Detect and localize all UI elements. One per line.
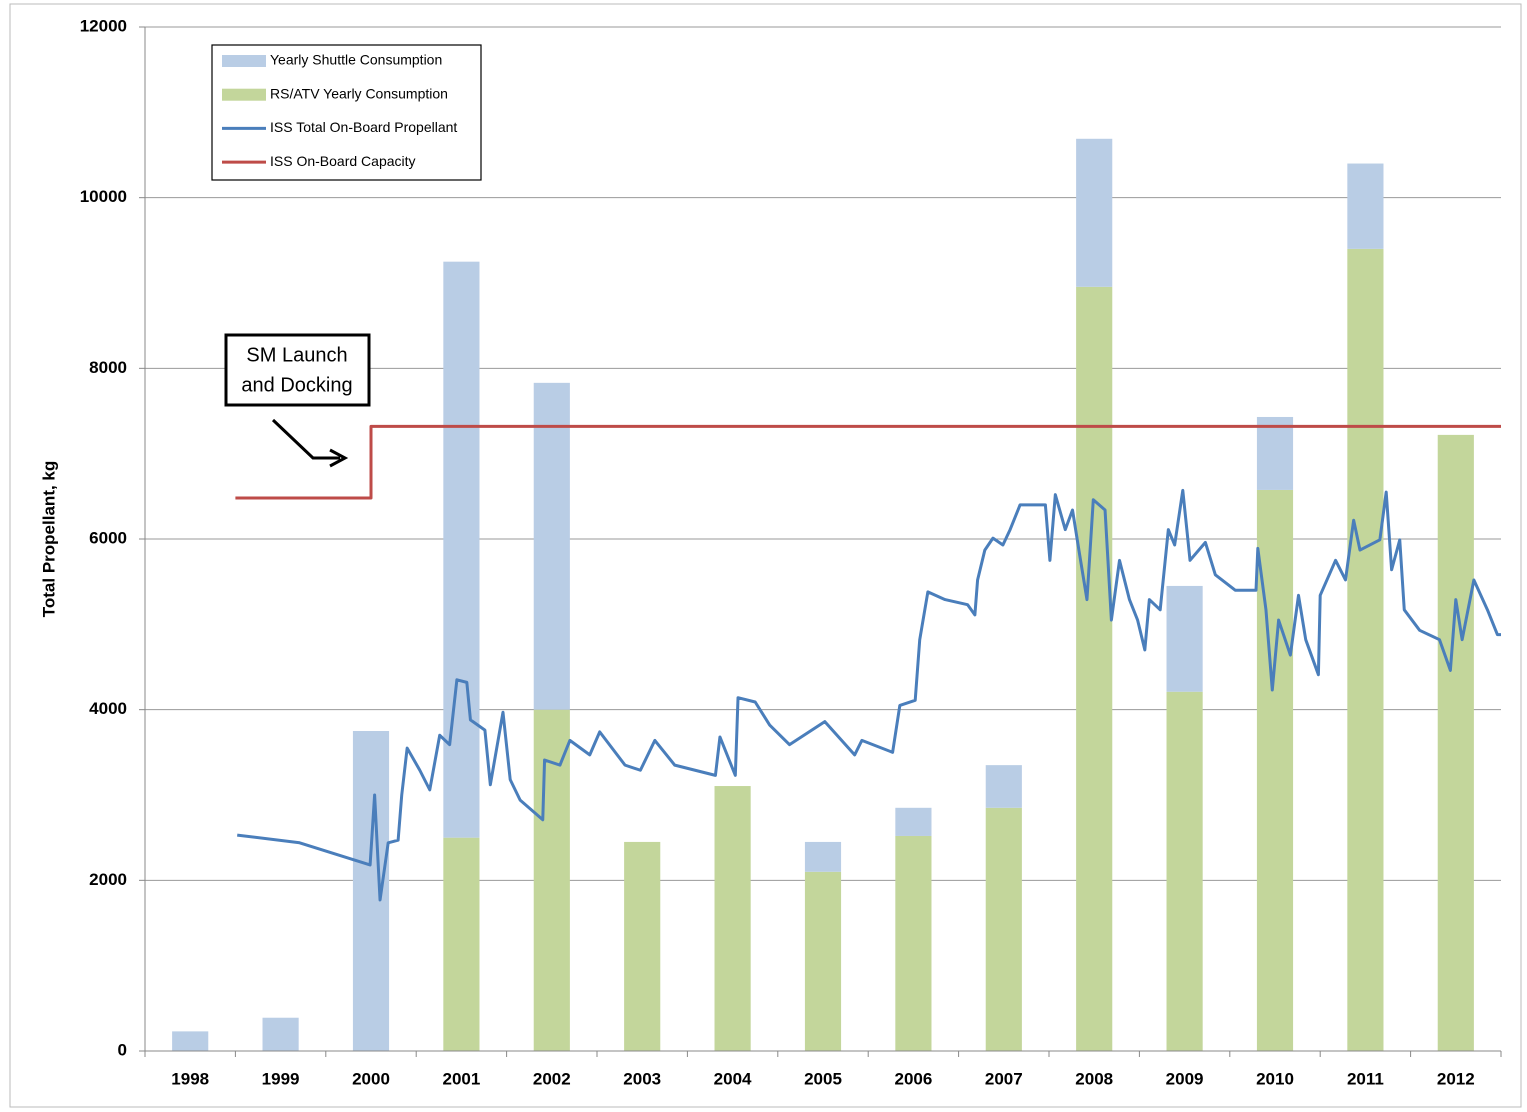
bar xyxy=(804,871,842,1051)
bar xyxy=(714,786,751,1051)
legend-swatch xyxy=(222,88,266,101)
legend: Yearly Shuttle Consumption RS/ATV Yearly … xyxy=(211,44,482,181)
y-tick-label: 2000 xyxy=(89,870,127,889)
bar xyxy=(443,261,480,838)
x-tick-label: 1998 xyxy=(171,1069,209,1088)
bar xyxy=(1347,163,1384,249)
lines xyxy=(235,424,1501,902)
bar xyxy=(895,807,932,836)
x-tick-label: 2008 xyxy=(1075,1069,1113,1088)
annotation-box xyxy=(224,333,371,407)
x-tick-label: 2009 xyxy=(1166,1069,1204,1088)
bar xyxy=(1166,691,1203,1051)
annotation-arrowhead xyxy=(329,448,349,468)
annotation-arrow xyxy=(271,418,340,460)
annotation-text: SM Launch xyxy=(246,344,347,366)
y-axis-label: Total Propellant, kg xyxy=(39,461,58,617)
x-tick-label: 1999 xyxy=(262,1069,300,1088)
bar xyxy=(443,837,480,1051)
x-tick-label: 2006 xyxy=(894,1069,932,1088)
y-tick-label: 4000 xyxy=(89,699,127,718)
bar xyxy=(533,709,570,1051)
bar xyxy=(172,1031,209,1051)
bar xyxy=(1076,138,1113,287)
bar xyxy=(352,731,390,1051)
bar xyxy=(985,765,1022,808)
x-tick-label: 2011 xyxy=(1347,1069,1384,1088)
bar xyxy=(1437,434,1474,1052)
x-tick-label: 2005 xyxy=(804,1069,842,1088)
y-tick-label: 8000 xyxy=(89,358,127,377)
annotation-text: and Docking xyxy=(241,374,352,396)
bar xyxy=(895,835,932,1051)
bar xyxy=(624,841,661,1051)
x-tick-label: 2000 xyxy=(352,1069,390,1088)
x-tick-label: 2003 xyxy=(623,1069,661,1088)
x-tick-label: 2001 xyxy=(442,1069,480,1088)
y-tick-label: 10000 xyxy=(80,187,127,206)
annotation: SM Launch and Docking xyxy=(224,333,371,468)
x-tick-label: 2007 xyxy=(985,1069,1023,1088)
line xyxy=(235,424,1501,500)
legend-label: Yearly Shuttle Consumption xyxy=(270,52,442,68)
x-tick-label: 2002 xyxy=(533,1069,571,1088)
bar xyxy=(533,382,570,710)
y-tick-label: 6000 xyxy=(89,528,127,547)
x-tick-label: 2010 xyxy=(1256,1069,1294,1088)
y-tick-label: 12000 xyxy=(80,16,127,35)
legend-swatch xyxy=(222,55,266,67)
legend-label: RS/ATV Yearly Consumption xyxy=(270,85,448,101)
x-tick-label: 2012 xyxy=(1437,1069,1475,1088)
y-tick-label: 0 xyxy=(118,1040,127,1059)
bar xyxy=(804,841,842,872)
bar xyxy=(1166,585,1203,692)
legend-label: ISS Total On-Board Propellant xyxy=(270,119,457,135)
x-tick-label: 2004 xyxy=(714,1069,752,1088)
bar xyxy=(1256,416,1294,490)
legend-label: ISS On-Board Capacity xyxy=(270,153,416,169)
bars xyxy=(172,138,1474,1052)
bar xyxy=(985,807,1022,1051)
axes: 0 2000 4000 6000 8000 10000 12000 1998 1999 2000 2… xyxy=(80,16,1502,1088)
line xyxy=(237,488,1501,902)
bar xyxy=(1347,248,1384,1051)
bar xyxy=(1076,286,1113,1052)
legend-box xyxy=(211,44,482,181)
bar xyxy=(262,1017,299,1051)
